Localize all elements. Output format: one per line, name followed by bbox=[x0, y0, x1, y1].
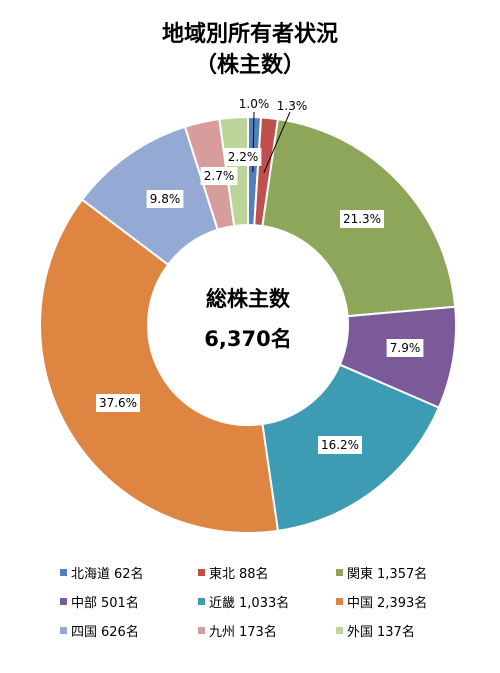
slice-labels: 1.0% 1.3% 21.3% 7.9% 16.2% 37.6% 9.8% 2.7% 2.2% bbox=[96, 97, 424, 454]
legend-swatch bbox=[198, 627, 205, 634]
data-label-bg-四国 bbox=[146, 190, 184, 208]
data-label-九州: 2.7% bbox=[204, 169, 235, 183]
legend-name: 関東 bbox=[347, 567, 374, 582]
data-label-bg-九州 bbox=[200, 167, 238, 185]
data-label-bg-外国 bbox=[224, 148, 262, 166]
legend-swatch bbox=[60, 569, 67, 576]
donut-slices bbox=[39, 115, 457, 534]
legend-swatch bbox=[60, 598, 67, 605]
data-label-bg-関東 bbox=[340, 210, 384, 228]
legend-swatch bbox=[336, 598, 343, 605]
legend-item-近畿: 近畿 1,033名 bbox=[198, 592, 336, 611]
legend-item-東北: 東北 88名 bbox=[198, 563, 336, 582]
data-label-bg-中部 bbox=[386, 339, 424, 357]
legend-row: 中部 501名 近畿 1,033名 中国 2,393名 bbox=[60, 587, 480, 616]
legend-count: 2,393名 bbox=[377, 596, 428, 611]
legend-count: 626名 bbox=[101, 625, 139, 640]
legend-row: 四国 626名 九州 173名 外国 137名 bbox=[60, 616, 480, 645]
slice-中国 bbox=[39, 198, 280, 534]
legend-name: 東北 bbox=[209, 567, 236, 582]
legend-count: 173名 bbox=[239, 625, 277, 640]
data-label-外国: 2.2% bbox=[228, 150, 259, 164]
data-label-四国: 9.8% bbox=[150, 192, 181, 206]
legend-swatch bbox=[336, 627, 343, 634]
legend-name: 九州 bbox=[209, 625, 236, 640]
data-label-東北: 1.3% bbox=[277, 99, 308, 113]
center-label-count: 6,370名 bbox=[204, 327, 291, 351]
legend-name: 四国 bbox=[71, 625, 98, 640]
legend-count: 1,357名 bbox=[377, 567, 428, 582]
legend-row: 北海道 62名 東北 88名 関東 1,357名 bbox=[60, 558, 480, 587]
legend-item-関東: 関東 1,357名 bbox=[336, 563, 480, 582]
legend-swatch bbox=[198, 569, 205, 576]
data-label-北海道: 1.0% bbox=[239, 97, 270, 111]
legend-name: 中部 bbox=[71, 596, 98, 611]
leader-line-東北 bbox=[263, 111, 291, 174]
legend-name: 外国 bbox=[347, 625, 374, 640]
legend-item-四国: 四国 626名 bbox=[60, 621, 198, 640]
legend: 北海道 62名 東北 88名 関東 1,357名 中部 501名 近畿 1,033名 中国 2,393… bbox=[60, 558, 480, 645]
data-label-bg-中国 bbox=[96, 394, 140, 412]
legend-item-九州: 九州 173名 bbox=[198, 621, 336, 640]
legend-count: 88名 bbox=[239, 567, 269, 582]
legend-count: 137名 bbox=[377, 625, 415, 640]
legend-count: 1,033名 bbox=[239, 596, 290, 611]
data-label-関東: 21.3% bbox=[343, 212, 381, 226]
legend-name: 中国 bbox=[347, 596, 374, 611]
legend-swatch bbox=[336, 569, 343, 576]
data-label-中部: 7.9% bbox=[390, 341, 421, 355]
data-label-bg-近畿 bbox=[318, 436, 362, 454]
legend-swatch bbox=[198, 598, 205, 605]
legend-item-中部: 中部 501名 bbox=[60, 592, 198, 611]
chart-title-line1: 地域別所有者状況 bbox=[162, 21, 338, 47]
legend-item-外国: 外国 137名 bbox=[336, 621, 480, 640]
legend-item-北海道: 北海道 62名 bbox=[60, 563, 198, 582]
chart-title-line2: （株主数） bbox=[195, 52, 305, 78]
legend-name: 北海道 bbox=[71, 567, 111, 582]
legend-item-中国: 中国 2,393名 bbox=[336, 592, 480, 611]
legend-count: 62名 bbox=[114, 567, 144, 582]
legend-count: 501名 bbox=[101, 596, 139, 611]
data-label-近畿: 16.2% bbox=[321, 438, 359, 452]
legend-name: 近畿 bbox=[209, 596, 236, 611]
data-label-中国: 37.6% bbox=[99, 396, 137, 410]
legend-swatch bbox=[60, 627, 67, 634]
center-label-total: 総株主数 bbox=[206, 287, 291, 311]
